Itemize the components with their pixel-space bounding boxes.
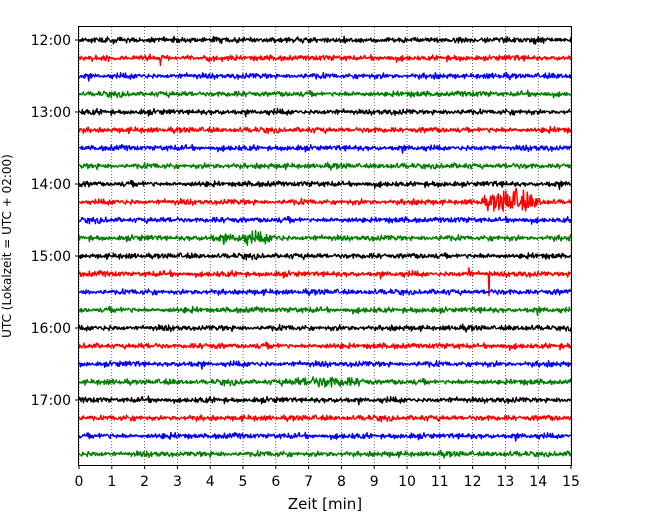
- x-tick-label: 11: [431, 474, 449, 490]
- traces: [78, 35, 572, 459]
- x-tick-label: 3: [173, 474, 182, 490]
- trace-line: [78, 449, 572, 459]
- x-tick-label: 0: [75, 474, 84, 490]
- trace-line: [78, 395, 572, 406]
- y-tick-label: 13:00: [31, 105, 71, 121]
- trace-line: [78, 341, 572, 351]
- trace-line: [78, 323, 572, 333]
- trace-line: [78, 71, 572, 82]
- x-tick-label: 7: [304, 474, 313, 490]
- x-tick-label: 12: [464, 474, 482, 490]
- trace-line: [78, 229, 572, 246]
- trace-line: [78, 267, 572, 297]
- y-axis-ticks: 12:00 13:00 14:00 15:00 16:00 17:00: [31, 33, 79, 409]
- x-tick-label: 10: [398, 474, 416, 490]
- trace-line: [78, 89, 572, 99]
- y-tick-label: 12:00: [31, 33, 71, 49]
- y-tick-label: 17:00: [31, 393, 71, 409]
- x-tick-label: 14: [529, 474, 547, 490]
- trace-line: [78, 414, 572, 423]
- trace-line: [78, 187, 572, 212]
- trace-line: [78, 179, 572, 191]
- x-tick-label: 4: [206, 474, 215, 490]
- trace-line: [78, 287, 572, 297]
- x-tick-label: 8: [337, 474, 346, 490]
- trace-line: [78, 431, 572, 442]
- x-tick-label: 13: [496, 474, 514, 490]
- x-tick-label: 15: [562, 474, 580, 490]
- trace-line: [78, 53, 572, 67]
- y-tick-label: 16:00: [31, 321, 71, 337]
- x-tick-label: 1: [107, 474, 116, 490]
- y-axis-label: UTC (Lokalzeit = UTC + 02:00): [0, 154, 14, 338]
- trace-line: [78, 305, 572, 316]
- y-tick-label: 14:00: [31, 177, 71, 193]
- x-axis-label: Zeit [min]: [288, 495, 362, 513]
- x-tick-label: 9: [370, 474, 379, 490]
- x-axis-ticks: 0 1 2 3 4 5 6 7 8 9 10 11 12 13 14 15: [75, 465, 580, 490]
- trace-line: [78, 143, 572, 154]
- plot-frame: [78, 26, 572, 466]
- trace-line: [78, 252, 572, 261]
- trace-line: [78, 125, 572, 135]
- trace-line: [78, 376, 572, 388]
- trace-line: [78, 161, 572, 171]
- x-tick-label: 6: [271, 474, 280, 490]
- x-tick-label: 2: [140, 474, 149, 490]
- trace-line: [78, 107, 572, 118]
- trace-line: [78, 359, 572, 370]
- trace-line: [78, 215, 572, 225]
- y-tick-label: 15:00: [31, 249, 71, 265]
- trace-line: [78, 35, 572, 45]
- x-tick-label: 5: [239, 474, 248, 490]
